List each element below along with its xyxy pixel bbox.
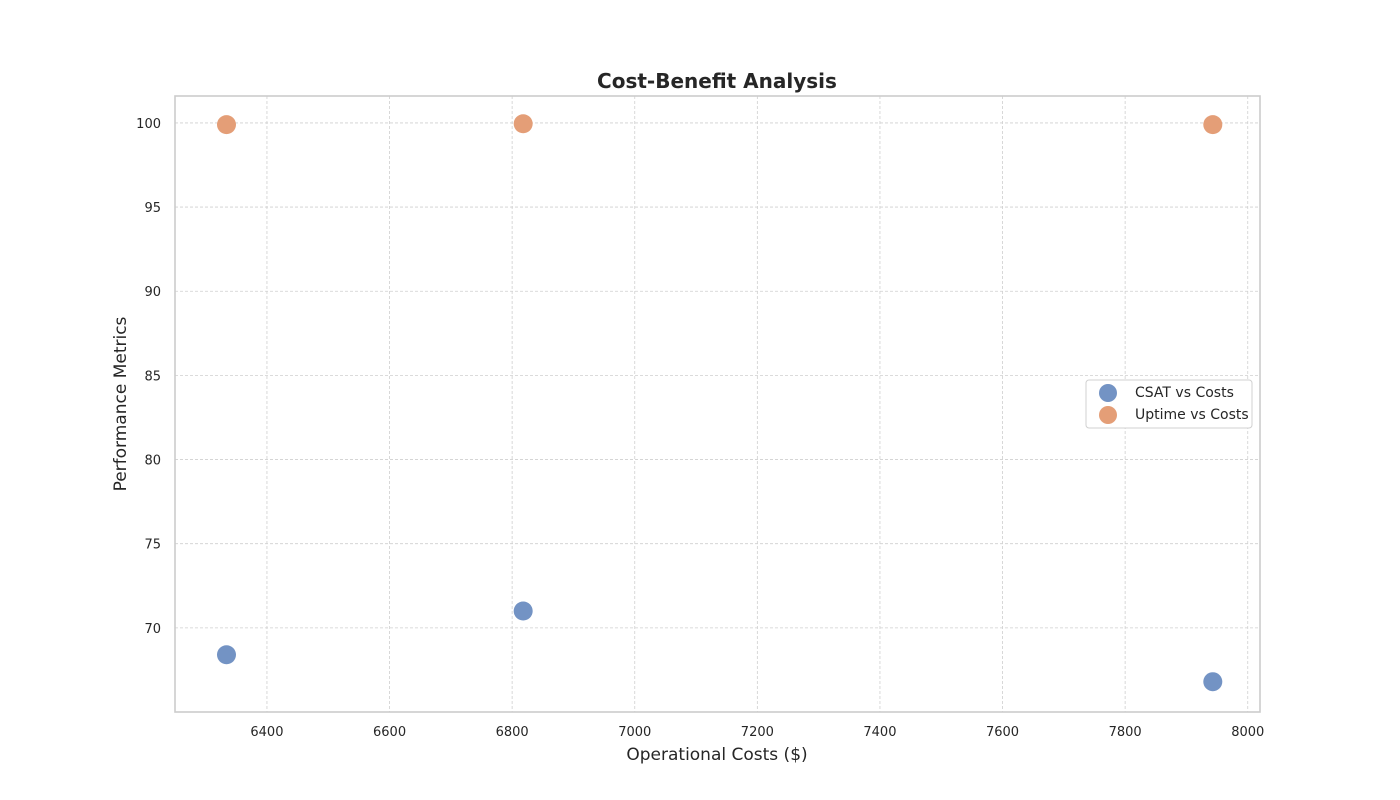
y-axis-label: Performance Metrics — [111, 316, 131, 491]
x-tick-label: 8000 — [1231, 725, 1264, 740]
csat-data-point — [1203, 672, 1223, 692]
uptime-data-point — [216, 115, 236, 135]
x-tick-label: 6600 — [373, 725, 406, 740]
x-tick-label: 6400 — [250, 725, 283, 740]
x-tick-label: 7000 — [618, 725, 651, 740]
y-tick-label: 90 — [144, 285, 161, 300]
x-tick-label: 7200 — [741, 725, 774, 740]
x-tick-label: 6800 — [496, 725, 529, 740]
y-tick-label: 75 — [144, 538, 161, 553]
x-axis-label: Operational Costs ($) — [626, 745, 807, 765]
uptime-data-point — [513, 114, 533, 134]
legend-label-uptime: Uptime vs Costs — [1135, 407, 1249, 423]
plot-frame — [174, 95, 1261, 713]
csat-data-point — [513, 601, 533, 621]
x-tick-label: 7400 — [863, 725, 896, 740]
legend-marker-uptime — [1099, 406, 1117, 424]
x-tick-label: 7800 — [1109, 725, 1142, 740]
y-tick-label: 95 — [144, 201, 161, 216]
uptime-data-point — [1203, 115, 1223, 135]
legend-box — [1085, 379, 1253, 429]
legend-label-csat: CSAT vs Costs — [1135, 385, 1234, 401]
csat-data-point — [216, 645, 236, 665]
y-tick-labels: 70 75 80 85 90 95 100 — [136, 117, 161, 637]
x-tick-label: 7600 — [986, 725, 1019, 740]
chart-title: Cost-Benefit Analysis — [597, 69, 837, 93]
y-tick-label: 70 — [144, 622, 161, 637]
legend: CSAT vs Costs Uptime vs Costs — [1085, 379, 1253, 429]
legend-marker-csat — [1099, 384, 1117, 402]
x-tick-labels: 6400 6600 6800 7000 7200 7400 7600 7800 8000 — [250, 725, 1264, 740]
y-tick-label: 85 — [144, 369, 161, 384]
data-points — [216, 114, 1223, 692]
y-tick-label: 100 — [136, 117, 161, 132]
y-tick-label: 80 — [144, 454, 161, 469]
